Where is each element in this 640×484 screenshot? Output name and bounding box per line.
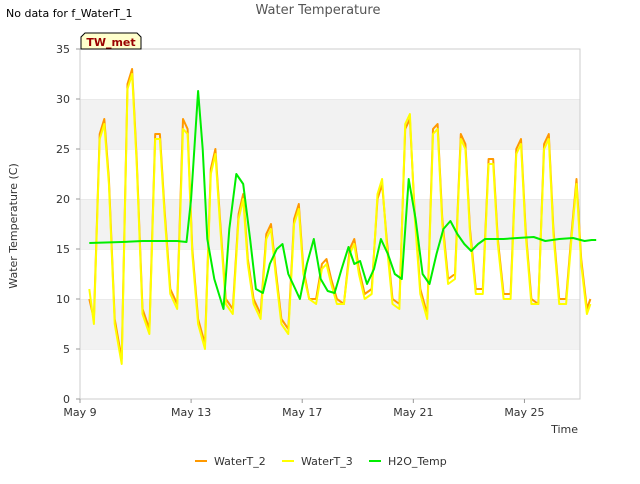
legend: WaterT_2 WaterT_3 H2O_Temp (195, 455, 447, 468)
y-tick-label: 10 (56, 293, 70, 306)
series-line-watert-2 (88, 68, 592, 360)
x-tick-label: May 21 (393, 406, 433, 419)
site-badge-shape (80, 32, 142, 50)
series-line-watert-3 (88, 73, 592, 365)
grid-band (80, 299, 580, 349)
series-lines (88, 68, 597, 365)
plot-background (80, 48, 580, 399)
x-tick-label: May 17 (282, 406, 322, 419)
legend-label-h2o-temp: H2O_Temp (388, 455, 447, 468)
site-badge-label: TW_met (86, 36, 135, 49)
legend-label-watert-2: WaterT_2 (214, 455, 266, 468)
y-tick-label: 20 (56, 193, 70, 206)
y-tick-label: 25 (56, 143, 70, 156)
y-tick-label: 30 (56, 93, 70, 106)
x-tick-label: May 25 (504, 406, 544, 419)
y-tick-label: 35 (56, 43, 70, 56)
x-axis: May 9 May 13 May 17 May 21 May 25 (63, 399, 545, 419)
no-data-note: No data for f_WaterT_1 (6, 7, 133, 20)
chart-title: Water Temperature (256, 3, 381, 18)
grid-band (80, 49, 580, 99)
grid-band (80, 99, 580, 149)
y-tick-label: 15 (56, 243, 70, 256)
series-line-h2o-temp (89, 90, 597, 310)
y-axis-label: Water Temperature (C) (7, 163, 20, 288)
grid-band (80, 349, 580, 399)
x-tick-label: May 9 (63, 406, 96, 419)
x-axis-label: Time (550, 423, 578, 436)
y-tick-label: 0 (63, 393, 70, 406)
legend-label-watert-3: WaterT_3 (301, 455, 353, 468)
site-badge: TW_met (80, 32, 142, 50)
y-tick-label: 5 (63, 343, 70, 356)
x-tick-label: May 13 (171, 406, 211, 419)
y-axis: 0 5 10 15 20 25 30 35 (56, 43, 80, 406)
